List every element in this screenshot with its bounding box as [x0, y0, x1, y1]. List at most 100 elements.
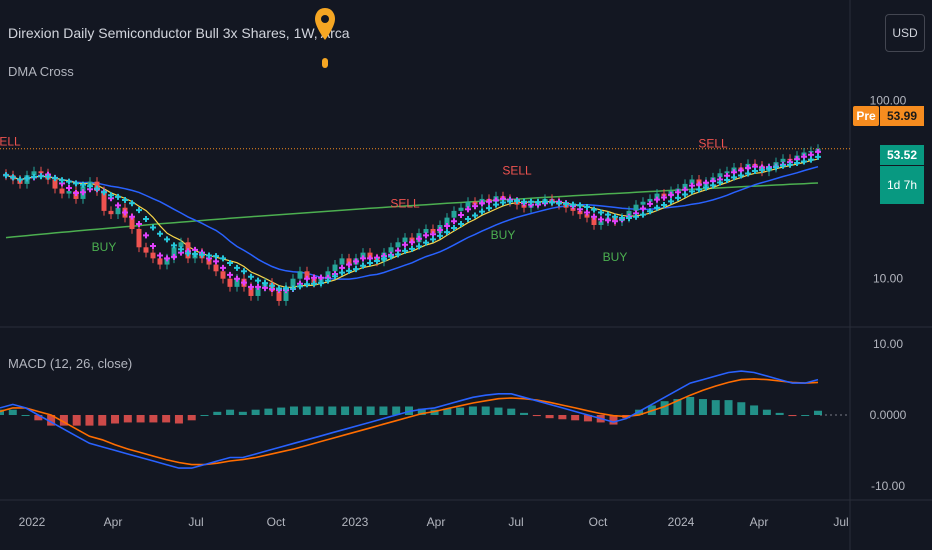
- candle: [598, 221, 604, 225]
- macd-histogram-bar: [289, 406, 298, 415]
- candle: [178, 242, 184, 248]
- dma-slow-marker: [388, 253, 394, 260]
- dma-fast-marker: [584, 209, 590, 216]
- dma-fast-marker: [451, 218, 457, 225]
- candle: [304, 271, 310, 279]
- macd-histogram-bar: [379, 406, 388, 415]
- dma-slow-marker: [262, 280, 268, 287]
- dma-slow-marker: [101, 189, 107, 196]
- dma-fast-marker: [661, 194, 667, 201]
- candle: [101, 191, 107, 211]
- candle: [633, 204, 639, 211]
- macd-histogram-bar: [456, 407, 465, 415]
- candle: [423, 228, 429, 234]
- macd-histogram-bar: [111, 415, 120, 424]
- dma-slow-marker: [241, 268, 247, 275]
- candle: [717, 173, 723, 178]
- dma-fast-marker: [598, 216, 604, 223]
- dma-slow-marker: [381, 255, 387, 262]
- macd-histogram-bar: [162, 415, 171, 423]
- dma-fast-marker: [640, 205, 646, 212]
- candle: [689, 179, 695, 184]
- dma-slow-marker: [584, 203, 590, 210]
- time-tick: Apr: [104, 515, 123, 529]
- currency-button[interactable]: USD: [885, 14, 925, 52]
- dma-slow-marker: [185, 250, 191, 257]
- time-tick: Apr: [750, 515, 769, 529]
- candle: [808, 150, 814, 153]
- candle: [31, 171, 37, 176]
- candle: [283, 286, 289, 301]
- macd-histogram-bar: [85, 415, 94, 426]
- dma-fast-marker: [73, 189, 79, 196]
- candle: [577, 210, 583, 215]
- macd-histogram-bar: [788, 415, 797, 417]
- macd-histogram-bar: [238, 411, 247, 415]
- dma-slow-marker: [591, 206, 597, 213]
- dma-slow-marker: [332, 273, 338, 280]
- dma-fast-marker: [346, 261, 352, 268]
- dma-slow-marker: [206, 252, 212, 259]
- macd-histogram-bar: [481, 406, 490, 415]
- macd-histogram-bar: [775, 412, 784, 415]
- candle: [38, 171, 44, 174]
- dma-slow-marker: [535, 199, 541, 206]
- dma-fast-marker: [353, 258, 359, 265]
- dma-slow-marker: [752, 168, 758, 175]
- dma-slow-marker: [45, 173, 51, 180]
- dma-fast-marker: [150, 243, 156, 249]
- candle: [388, 247, 394, 253]
- dma-slow-marker: [444, 229, 450, 236]
- macd-histogram-bar: [98, 415, 107, 426]
- buy-signal-label: BUY: [92, 240, 117, 254]
- candle: [115, 207, 121, 215]
- premarket-badge: Pre: [853, 106, 879, 126]
- macd-histogram-bar: [366, 406, 375, 415]
- candle: [584, 214, 590, 218]
- candle: [640, 201, 646, 205]
- dma-slow-marker: [724, 177, 730, 184]
- time-tick: Apr: [427, 515, 446, 529]
- indicator-label[interactable]: DMA Cross: [8, 64, 74, 79]
- macd-label[interactable]: MACD (12, 26, close): [8, 356, 133, 371]
- dma-slow-marker: [171, 242, 177, 249]
- dma-slow-marker: [367, 259, 373, 266]
- macd-histogram-bar: [698, 399, 707, 415]
- dma-fast-marker: [304, 275, 310, 282]
- dma-slow-marker: [199, 251, 205, 258]
- candle: [290, 278, 296, 287]
- dma-fast-marker: [654, 196, 660, 203]
- macd-histogram-bar: [468, 406, 477, 415]
- dma-slow-marker: [360, 262, 366, 269]
- candle: [248, 286, 254, 296]
- dma-slow-marker: [73, 180, 79, 187]
- candle: [395, 242, 401, 248]
- macd-histogram-bar: [47, 415, 56, 426]
- macd-histogram-bar: [724, 400, 733, 415]
- time-tick: Oct: [267, 515, 286, 529]
- dma-slow-marker: [129, 200, 135, 207]
- dma-slow-marker: [598, 209, 604, 216]
- dma-fast-marker: [80, 189, 86, 196]
- dma-slow-marker: [465, 215, 471, 222]
- dma-slow-marker: [395, 251, 401, 258]
- macd-line: [0, 370, 819, 469]
- dma-fast-marker: [745, 164, 751, 171]
- macd-tick: 0.0000: [870, 408, 907, 422]
- macd-histogram-bar: [814, 410, 822, 415]
- candle: [164, 258, 170, 265]
- candle: [276, 291, 282, 301]
- dma-fast-marker: [241, 279, 247, 286]
- dma-slow-marker: [682, 191, 688, 198]
- macd-histogram-bar: [571, 415, 580, 421]
- dma-slow-marker: [122, 196, 128, 203]
- dma-slow-marker: [136, 207, 142, 214]
- dma-slow-marker: [542, 198, 548, 205]
- dma-fast-marker: [731, 169, 737, 176]
- dma-slow-marker: [325, 277, 331, 284]
- dma-slow-marker: [157, 230, 163, 237]
- dma-fast-marker: [402, 241, 408, 248]
- sma-yellow-line: [5, 158, 819, 288]
- dma-fast-marker: [458, 212, 464, 219]
